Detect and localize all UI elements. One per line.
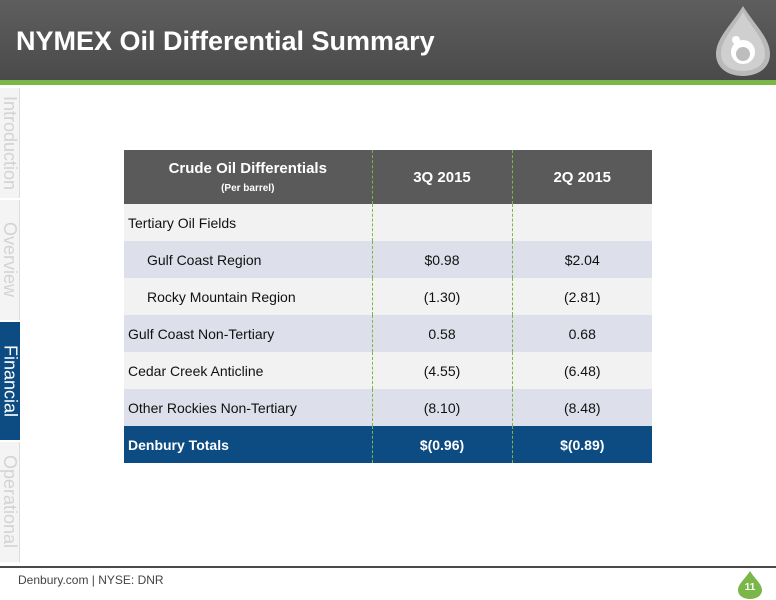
section-sidebar: Introduction Overview Financial Operatio… <box>0 88 21 562</box>
header-label: Crude Oil Differentials <box>168 160 327 177</box>
header-sublabel: (Per barrel) <box>221 183 275 194</box>
header-col-3q: 3Q 2015 <box>371 150 512 204</box>
footer-text: Denbury.com | NYSE: DNR <box>18 573 164 587</box>
row-value-3q <box>371 204 512 241</box>
row-label: Other Rockies Non-Tertiary <box>128 399 297 416</box>
row-value-2q: (6.48) <box>511 352 652 389</box>
row-label: Gulf Coast Region <box>147 251 262 268</box>
row-label: Tertiary Oil Fields <box>128 214 237 231</box>
tab-divider <box>0 320 20 322</box>
tab-introduction[interactable]: Introduction <box>0 88 20 198</box>
tab-divider <box>0 198 20 200</box>
tab-financial[interactable]: Financial <box>0 322 21 440</box>
row-value-3q: (1.30) <box>371 278 512 315</box>
tab-overview-label: Overview <box>0 222 20 298</box>
row-label: Cedar Creek Anticline <box>128 362 264 379</box>
page-number: 11 <box>744 582 756 593</box>
header-bar <box>0 0 776 80</box>
table-row: Gulf Coast Region $0.98 $2.04 <box>124 241 652 278</box>
row-value-2q: $2.04 <box>511 241 652 278</box>
row-label: Rocky Mountain Region <box>147 288 296 305</box>
totals-row: Denbury Totals $(0.96) $(0.89) <box>124 426 652 463</box>
differentials-table: Crude Oil Differentials (Per barrel) 3Q … <box>124 150 652 463</box>
page-number-drop-icon <box>738 571 762 599</box>
table-row: Tertiary Oil Fields <box>124 204 652 241</box>
row-value-2q: 0.68 <box>511 315 652 352</box>
table-row: Rocky Mountain Region (1.30) (2.81) <box>124 278 652 315</box>
totals-value-2q: $(0.89) <box>511 426 652 463</box>
tab-financial-label: Financial <box>0 344 21 418</box>
table-row: Cedar Creek Anticline (4.55) (6.48) <box>124 352 652 389</box>
tab-introduction-label: Introduction <box>0 95 20 191</box>
row-value-3q: 0.58 <box>371 315 512 352</box>
totals-value-3q: $(0.96) <box>371 426 512 463</box>
table-row: Other Rockies Non-Tertiary (8.10) (8.48) <box>124 389 652 426</box>
header-stripe <box>0 80 776 85</box>
row-value-2q: (2.81) <box>511 278 652 315</box>
row-value-2q: (8.48) <box>511 389 652 426</box>
row-value-3q: (8.10) <box>371 389 512 426</box>
header-label-cell: Crude Oil Differentials (Per barrel) <box>124 150 372 204</box>
page-title: NYMEX Oil Differential Summary <box>16 26 435 56</box>
footer-rule <box>0 566 776 568</box>
row-value-2q <box>511 204 652 241</box>
row-value-3q: $0.98 <box>371 241 512 278</box>
table-header-row: Crude Oil Differentials (Per barrel) 3Q … <box>124 150 652 204</box>
row-label: Gulf Coast Non-Tertiary <box>128 325 275 342</box>
tab-divider <box>0 440 20 442</box>
row-value-3q: (4.55) <box>371 352 512 389</box>
tab-operational[interactable]: Operational <box>0 442 20 562</box>
table-row: Gulf Coast Non-Tertiary 0.58 0.68 <box>124 315 652 352</box>
tab-overview[interactable]: Overview <box>0 200 20 320</box>
totals-label: Denbury Totals <box>128 436 229 453</box>
denbury-drop-logo-icon <box>716 6 770 76</box>
tab-operational-label: Operational <box>0 455 20 549</box>
header-col-2q: 2Q 2015 <box>511 150 652 204</box>
